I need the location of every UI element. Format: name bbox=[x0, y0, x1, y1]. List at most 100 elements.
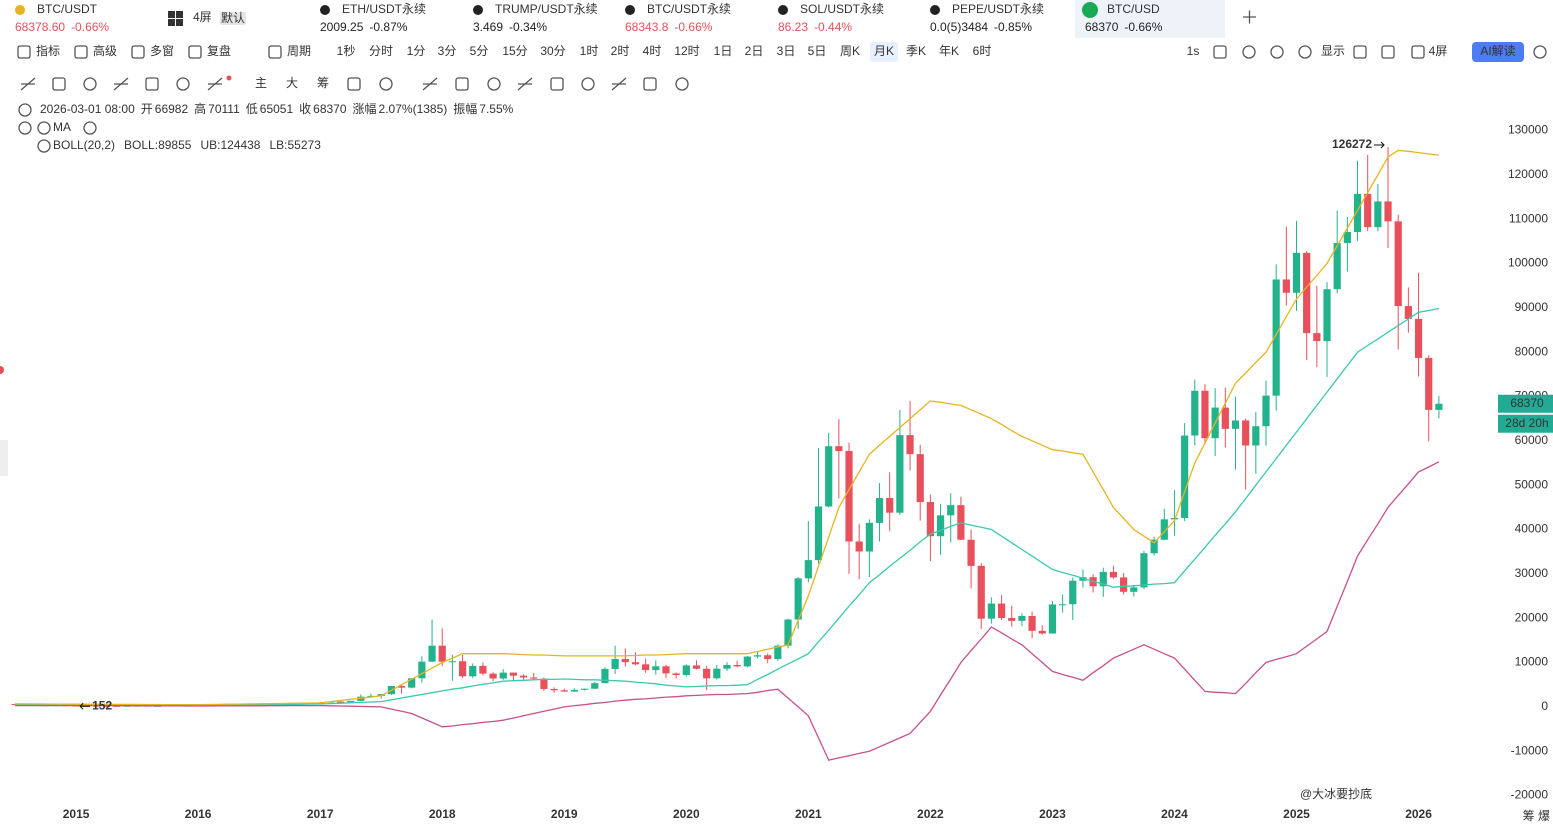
period[interactable]: 2日 bbox=[745, 44, 764, 58]
tab-icon bbox=[625, 5, 635, 15]
y-tick-label: 10000 bbox=[1515, 655, 1549, 669]
info-value: 65051 bbox=[260, 102, 294, 116]
candle-body bbox=[1303, 252, 1311, 334]
icon bbox=[268, 45, 282, 59]
tab-name[interactable]: PEPE/USDT永续 bbox=[952, 2, 1044, 16]
candle-body bbox=[1384, 201, 1392, 222]
tab-name[interactable]: BTC/USD bbox=[1107, 2, 1160, 16]
tab-change: -0.85% bbox=[994, 20, 1032, 34]
candle-body bbox=[926, 502, 934, 537]
candle-body bbox=[713, 668, 721, 679]
candle-body bbox=[1109, 571, 1118, 578]
tab-change: -0.44% bbox=[814, 20, 852, 34]
tab-name[interactable]: SOL/USDT永续 bbox=[800, 2, 884, 16]
ai-button[interactable] bbox=[1472, 42, 1524, 62]
candle-body bbox=[906, 435, 914, 455]
period[interactable]: 12时 bbox=[674, 44, 699, 58]
ai-button-label[interactable]: AI解读 bbox=[1480, 44, 1515, 58]
candle-body bbox=[336, 701, 345, 703]
tool[interactable]: 大 bbox=[286, 76, 298, 90]
candle-body bbox=[103, 705, 111, 707]
toolbar-right[interactable]: 1s bbox=[1187, 44, 1200, 58]
info-label: 振幅 bbox=[453, 101, 477, 116]
tab-quote: 3.469 -0.34% bbox=[473, 20, 547, 34]
tab-change: -0.34% bbox=[509, 20, 547, 34]
toolbar-right[interactable]: 4屏 bbox=[1429, 44, 1448, 58]
period[interactable]: 1日 bbox=[714, 44, 733, 58]
candle-body bbox=[1414, 318, 1423, 358]
y-tick-label: 60000 bbox=[1515, 433, 1549, 447]
candle-body bbox=[1333, 243, 1341, 290]
tab-icon bbox=[320, 5, 330, 15]
x-tick-label: 2023 bbox=[1039, 807, 1066, 821]
tab-name[interactable]: BTC/USDT bbox=[37, 2, 98, 16]
period[interactable]: 3分 bbox=[438, 44, 457, 58]
candle-body bbox=[753, 655, 762, 657]
tool[interactable]: 筹 bbox=[317, 76, 329, 90]
candle-body bbox=[1160, 519, 1168, 540]
period[interactable]: 季K bbox=[906, 44, 926, 58]
candle-body bbox=[947, 505, 955, 516]
tab-name[interactable]: 4屏 bbox=[193, 10, 212, 24]
icon bbox=[37, 121, 51, 135]
candle-body bbox=[489, 673, 497, 679]
icon bbox=[1270, 45, 1284, 59]
y-tick-label: 90000 bbox=[1515, 300, 1549, 314]
menu[interactable]: 复盘 bbox=[207, 43, 231, 58]
candle-body bbox=[1292, 252, 1301, 293]
period[interactable]: 30分 bbox=[540, 44, 565, 58]
candle-body bbox=[1038, 630, 1046, 634]
x-tick-label: 2025 bbox=[1283, 807, 1310, 821]
candle-body bbox=[1323, 289, 1331, 342]
x-tick-label: 2018 bbox=[429, 807, 456, 821]
candle-body bbox=[509, 672, 518, 676]
indicator[interactable]: MA bbox=[53, 120, 71, 134]
candle-body bbox=[1170, 518, 1179, 520]
period[interactable]: 3日 bbox=[777, 44, 796, 58]
candle-body bbox=[458, 661, 467, 677]
icon bbox=[1353, 45, 1367, 59]
menu[interactable]: 指标 bbox=[36, 43, 60, 58]
period[interactable]: 6时 bbox=[973, 44, 992, 58]
menu[interactable]: 高级 bbox=[93, 43, 117, 58]
period[interactable]: 1秒 bbox=[337, 44, 356, 58]
candle-body bbox=[682, 665, 690, 676]
y-tick-label: 40000 bbox=[1515, 522, 1549, 536]
period[interactable]: 周K bbox=[840, 44, 860, 58]
period[interactable]: 5分 bbox=[470, 44, 489, 58]
period[interactable]: 1分 bbox=[407, 44, 426, 58]
legend-entry: UB:124438 bbox=[200, 138, 260, 152]
menu[interactable]: 周期 bbox=[287, 44, 311, 58]
tab-name[interactable]: TRUMP/USDT永续 bbox=[495, 2, 598, 16]
candle-body bbox=[1282, 279, 1290, 293]
period[interactable]: 年K bbox=[939, 44, 959, 58]
candle-body bbox=[855, 541, 863, 552]
candle-body bbox=[1221, 407, 1229, 429]
menu[interactable]: 多窗 bbox=[150, 44, 174, 58]
period[interactable]: 2时 bbox=[611, 44, 630, 58]
info-label: 开 bbox=[141, 102, 153, 116]
tab-change: -0.66% bbox=[674, 20, 712, 34]
period[interactable]: 15分 bbox=[502, 44, 527, 58]
tool[interactable]: 主 bbox=[255, 76, 267, 90]
tab-price: 2009.25 bbox=[320, 20, 364, 34]
toolbar-right[interactable]: 显示 bbox=[1321, 44, 1345, 58]
countdown: 28d 20h bbox=[1505, 416, 1548, 430]
price-tag: 68370 bbox=[1510, 396, 1544, 410]
period[interactable]: 5日 bbox=[808, 44, 827, 58]
candle-body bbox=[408, 678, 416, 688]
candle-body bbox=[1231, 420, 1240, 429]
legend-entry: BOLL(20,2) bbox=[53, 138, 115, 152]
candle-body bbox=[469, 665, 477, 677]
tab-name[interactable]: BTC/USDT永续 bbox=[647, 2, 731, 16]
y-tick-label: 100000 bbox=[1508, 256, 1548, 270]
period[interactable]: 分时 bbox=[369, 44, 393, 58]
candle-body bbox=[723, 664, 731, 669]
tab-name[interactable]: ETH/USDT永续 bbox=[342, 2, 426, 16]
candle-body bbox=[774, 645, 782, 660]
period[interactable]: 1时 bbox=[580, 44, 599, 58]
period[interactable]: 4时 bbox=[643, 44, 662, 58]
period[interactable]: 月K bbox=[874, 44, 894, 58]
x-tick-label: 2022 bbox=[917, 807, 944, 821]
